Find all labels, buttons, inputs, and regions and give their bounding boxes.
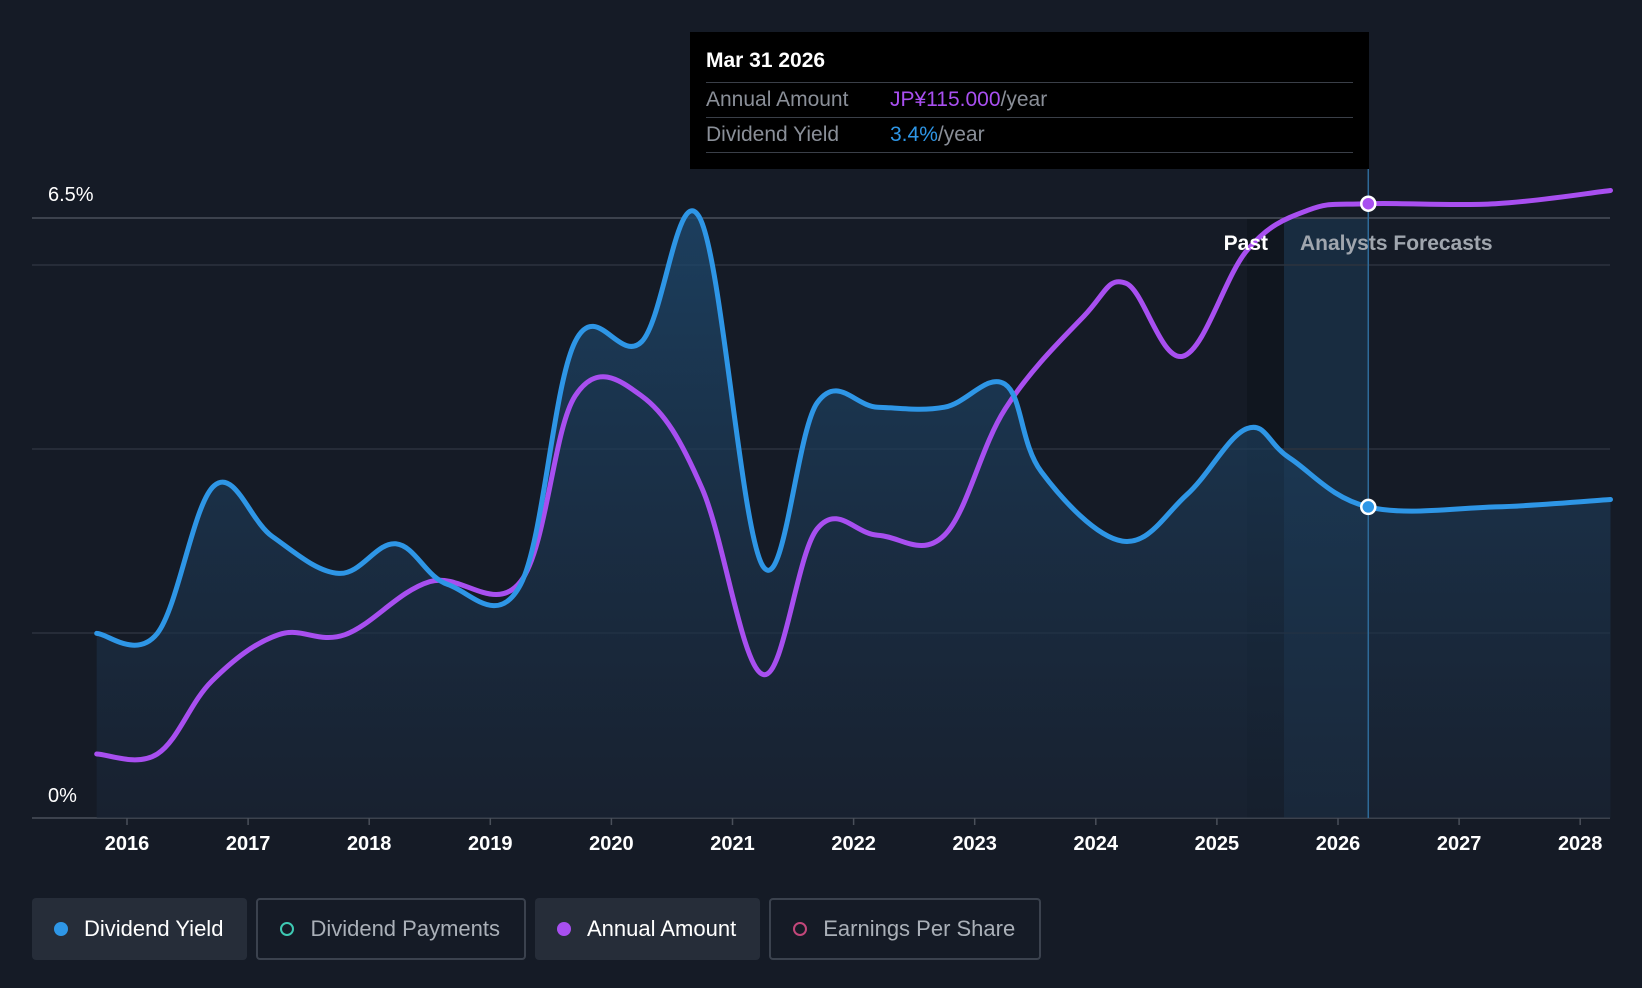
tooltip-date: Mar 31 2026 (706, 46, 1353, 83)
x-tick-label: 2027 (1437, 833, 1482, 855)
legend-dividend-yield[interactable]: Dividend Yield (32, 898, 248, 960)
y-bottom-label: 0% (48, 785, 77, 807)
tooltip: Mar 31 2026 Annual Amount JP¥115.000/yea… (690, 32, 1369, 169)
legend: Dividend Yield Dividend Payments Annual … (32, 898, 1042, 960)
x-tick-label: 2026 (1316, 833, 1361, 855)
legend-earnings-per-share[interactable]: Earnings Per Share (769, 898, 1042, 960)
legend-annual-amount[interactable]: Annual Amount (534, 898, 761, 960)
dividend-yield-marker (1360, 498, 1377, 516)
tooltip-amount-value: JP¥115.000 (890, 88, 1001, 111)
dividend-yield-line[interactable] (94, 208, 1613, 648)
tooltip-yield-label: Dividend Yield (706, 123, 840, 146)
tooltip-yield-unit: /year (937, 123, 985, 146)
legend-label: Annual Amount (586, 916, 737, 941)
x-tick-label: 2021 (710, 833, 755, 855)
x-tick-label: 2018 (347, 833, 392, 855)
x-tick-label: 2016 (105, 833, 150, 855)
dividend-payments-ring-icon (280, 922, 295, 936)
x-tick-label: 2017 (226, 833, 271, 855)
x-axis: 2016 2017 2018 2019 2020 2021 2022 2023 2024 2025… (105, 818, 1603, 855)
forecast-label: Analysts Forecasts (1300, 232, 1493, 255)
x-tick-label: 2022 (831, 833, 876, 855)
earnings-per-share-ring-icon (793, 922, 808, 936)
tooltip-yield-row: Dividend Yield 3.4%/year (706, 118, 1353, 153)
y-top-label: 6.5% (48, 184, 94, 206)
x-tick-label: 2024 (1074, 833, 1119, 855)
x-tick-label: 2020 (589, 833, 634, 855)
tooltip-yield-value: 3.4% (890, 123, 938, 146)
annual-amount-marker (1360, 195, 1377, 212)
x-tick-label: 2023 (952, 833, 997, 855)
x-tick-label: 2019 (468, 833, 513, 855)
tooltip-amount-row: Annual Amount JP¥115.000/year (706, 83, 1353, 118)
past-label: Past (1224, 232, 1268, 255)
x-tick-label: 2028 (1558, 833, 1603, 855)
legend-label: Dividend Payments (310, 916, 500, 941)
legend-label: Earnings Per Share (823, 916, 1016, 941)
legend-dividend-payments[interactable]: Dividend Payments (256, 898, 526, 960)
legend-label: Dividend Yield (84, 916, 224, 941)
annual-amount-line[interactable] (94, 188, 1613, 763)
x-tick-label: 2025 (1195, 833, 1240, 855)
tooltip-amount-unit: /year (1000, 88, 1048, 111)
annual-amount-dot-icon (556, 922, 571, 936)
tooltip-amount-label: Annual Amount (706, 88, 849, 111)
dividend-yield-area (96, 210, 1611, 819)
dividend-yield-dot-icon (54, 922, 68, 936)
